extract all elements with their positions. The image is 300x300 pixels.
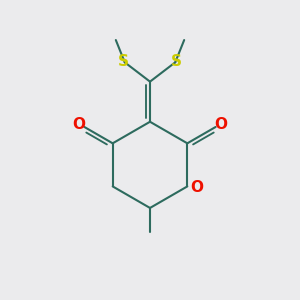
Text: S: S — [118, 54, 129, 69]
Text: S: S — [171, 54, 182, 69]
Text: O: O — [73, 117, 85, 132]
Text: O: O — [190, 180, 203, 195]
Text: O: O — [214, 117, 227, 132]
